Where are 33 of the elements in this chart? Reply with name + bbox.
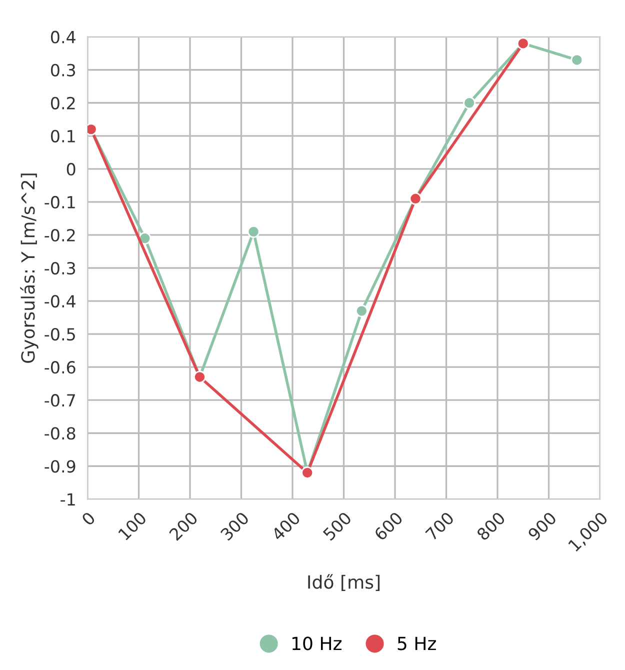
point (355, 304, 368, 318)
y-tick-label: -1 (60, 493, 75, 506)
y-tick-label: -0.8 (44, 427, 76, 440)
point (570, 54, 584, 66)
y-tick-label: -0.4 (44, 294, 76, 308)
x-tick-label: 0 (80, 511, 96, 526)
x-tick-label: 600 (374, 511, 404, 542)
legend-label: 10 Hz (292, 636, 342, 650)
x-axis-title: Idő [ms] (308, 574, 380, 591)
x-tick-label: 100 (118, 511, 148, 541)
y-tick-label: -0.7 (44, 394, 75, 407)
y-tick-label: -0.1 (44, 196, 75, 209)
y-tick-label: -0.2 (44, 228, 75, 242)
point (247, 225, 260, 238)
x-tick-label: 400 (270, 511, 301, 542)
legend-label: 5 Hz (398, 636, 436, 650)
x-tick-label: 200 (168, 511, 198, 542)
y-tick-label: -0.3 (44, 262, 76, 275)
y-tick-label: -0.9 (44, 460, 76, 473)
x-tick-label: 900 (527, 511, 558, 542)
y-tick-label: 0 (66, 162, 76, 176)
y-axis-title: Gyorsulás: Y [m/s^2] (20, 174, 38, 363)
y-tick-label: -0.6 (44, 361, 76, 374)
x-tick-label: 800 (476, 511, 506, 542)
x-tick-label: 700 (424, 511, 455, 541)
y-tick-label: -0.5 (44, 328, 75, 341)
y-tick-label: 0.1 (50, 130, 75, 142)
y-tick-label: 0.4 (50, 30, 76, 44)
x-tick-label: 500 (322, 511, 352, 541)
point (463, 96, 476, 110)
x-tick-label: 300 (220, 511, 250, 541)
y-tick-label: 0.2 (50, 96, 75, 110)
y-tick-label: 0.3 (50, 64, 76, 76)
